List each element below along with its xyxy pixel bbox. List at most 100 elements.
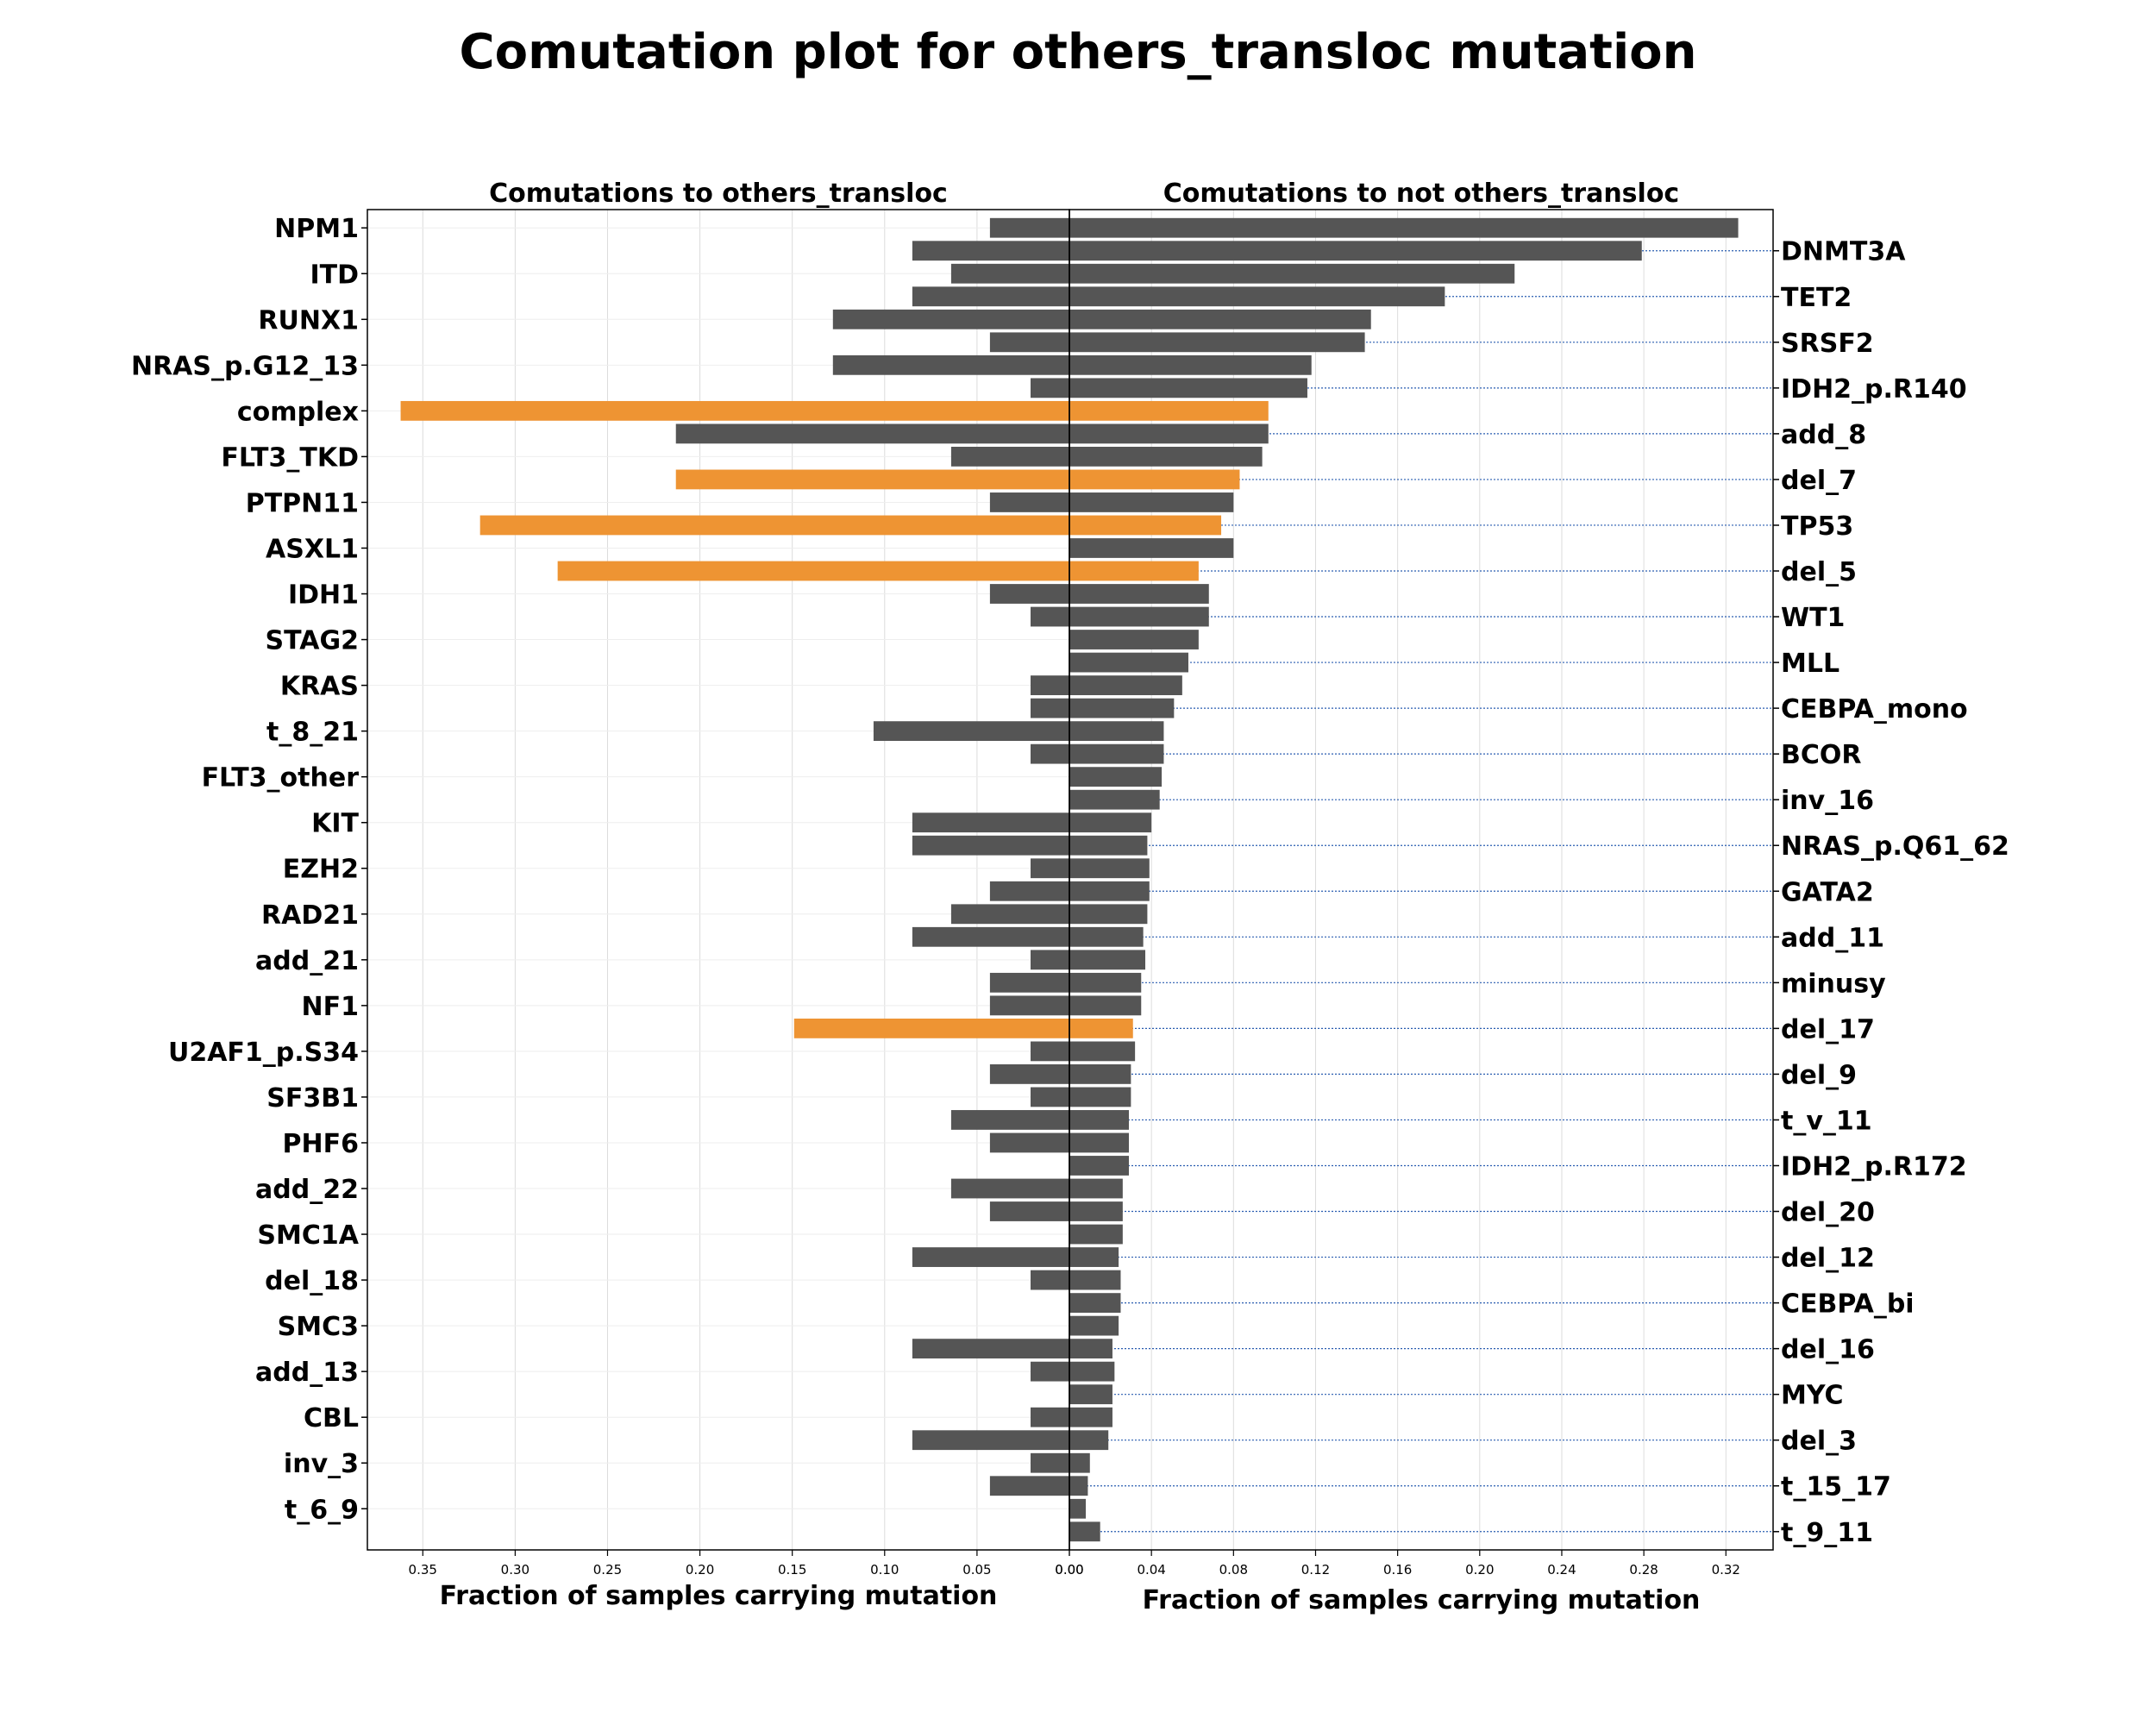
left-xtick-label: 0.05 (962, 1562, 991, 1578)
left-ytick-label: ITD (310, 260, 359, 290)
right-ytick-label: del_5 (1781, 557, 1857, 587)
left-ytick-label: del_18 (265, 1266, 359, 1296)
figure-title: Comutation plot for others_transloc muta… (459, 24, 1697, 80)
left-ytick-label: NRAS_p.G12_13 (131, 351, 359, 381)
right-ytick-label: del_12 (1781, 1244, 1875, 1274)
right-bar-del_7 (1069, 469, 1240, 490)
left-xlabel: Fraction of samples carrying mutation (440, 1581, 998, 1611)
right-bar-t_15_17 (1069, 1476, 1088, 1496)
right-ytick-label: del_3 (1781, 1427, 1857, 1457)
left-bar-del_9 (989, 1064, 1069, 1084)
left-bar-ITD (950, 263, 1069, 284)
right-bar-U2AF1_p.S34 (1069, 1041, 1136, 1062)
left-xtick-label: 0.20 (686, 1562, 714, 1578)
left-bar-KRAS (1031, 675, 1069, 695)
right-bar-MLL (1069, 652, 1188, 673)
right-bar-NRAS_p.G12_13 (1069, 354, 1312, 375)
left-bar-inv_3 (1031, 1452, 1069, 1473)
right-ytick-label: CEBPA_bi (1781, 1289, 1915, 1320)
left-bar-add_13 (1031, 1361, 1069, 1382)
right-bar-WT1 (1069, 606, 1209, 627)
right-bar-FLT3_other (1069, 767, 1163, 787)
left-bar-PHF6 (989, 1132, 1069, 1153)
right-ytick-label: IDH2_p.R140 (1781, 374, 1967, 405)
right-bar-KRAS (1069, 675, 1182, 695)
left-ytick-label: NF1 (302, 992, 359, 1022)
right-ytick-label: TET2 (1781, 283, 1852, 313)
right-bar-ITD (1069, 263, 1515, 284)
left-bar-GATA2 (989, 881, 1069, 901)
left-bar-add_22 (950, 1178, 1069, 1199)
right-panel-title: Comutations to not others_transloc (1163, 179, 1679, 209)
right-xtick-label: 0.28 (1629, 1562, 1658, 1578)
right-ytick-label: del_16 (1781, 1335, 1875, 1365)
right-bar-NPM1 (1069, 217, 1739, 238)
left-bar-add_8 (675, 423, 1069, 444)
right-ytick-label: del_17 (1781, 1014, 1875, 1044)
right-bar-TP53 (1069, 515, 1222, 536)
left-ytick-label: KRAS (280, 672, 359, 702)
left-ytick-label: IDH1 (288, 580, 359, 611)
left-ytick-label: t_6_9 (285, 1495, 359, 1525)
right-ytick-label: add_8 (1781, 420, 1866, 450)
left-bar-CBL (1031, 1407, 1069, 1427)
right-ytick-label: IDH2_p.R172 (1781, 1151, 1967, 1182)
right-ytick-label: t_15_17 (1781, 1472, 1891, 1502)
right-bar-EZH2 (1069, 858, 1150, 879)
right-ytick-label: del_9 (1781, 1060, 1857, 1090)
right-bar-minusy (1069, 972, 1142, 993)
left-ytick-label: inv_3 (284, 1449, 359, 1479)
right-bar-MYC (1069, 1384, 1112, 1405)
right-axes-frame (1069, 209, 1774, 1551)
right-bar-IDH2_p.R140 (1069, 378, 1307, 398)
right-xtick-label: 0.20 (1465, 1562, 1494, 1578)
left-bar-del_3 (912, 1430, 1069, 1451)
left-bar-RUNX1 (832, 309, 1069, 329)
right-ytick-label: minusy (1781, 969, 1886, 999)
right-bar-add_11 (1069, 926, 1144, 947)
right-bar-CEBPA_bi (1069, 1293, 1121, 1314)
right-bar-IDH1 (1069, 584, 1209, 604)
right-bar-del_17 (1069, 1018, 1133, 1038)
left-bar-del_12 (912, 1247, 1069, 1267)
right-bar-del_9 (1069, 1064, 1131, 1084)
right-bar-DNMT3A (1069, 241, 1642, 261)
left-ytick-label: SMC3 (278, 1312, 359, 1342)
right-bar-del_3 (1069, 1430, 1109, 1451)
right-xtick-label: 0.08 (1219, 1562, 1248, 1578)
left-ytick-label: RUNX1 (258, 305, 359, 336)
right-bar-inv_3 (1069, 1452, 1090, 1473)
left-ytick-label: complex (237, 397, 359, 427)
right-bar-del_5 (1069, 561, 1199, 581)
right-ytick-label: WT1 (1781, 603, 1845, 633)
right-bar-del_16 (1069, 1339, 1112, 1359)
left-bar-NF1 (989, 995, 1069, 1016)
right-bar-GATA2 (1069, 881, 1150, 901)
right-xtick-label: 0.04 (1137, 1562, 1165, 1578)
left-xtick-label: 0.35 (409, 1562, 437, 1578)
right-bar-t_9_11 (1069, 1521, 1100, 1542)
right-bar-NF1 (1069, 995, 1142, 1016)
right-bar-complex (1069, 400, 1269, 421)
right-bar-inv_16 (1069, 789, 1160, 810)
right-bar-TET2 (1069, 286, 1445, 307)
right-ytick-label: del_20 (1781, 1198, 1875, 1228)
left-bar-CEBPA_mono (1031, 698, 1069, 718)
left-bar-IDH2_p.R140 (1031, 378, 1069, 398)
right-bar-add_8 (1069, 423, 1269, 444)
left-bar-del_20 (989, 1201, 1069, 1221)
left-ytick-label: RAD21 (261, 900, 359, 931)
right-xtick-label: 0.00 (1055, 1562, 1083, 1578)
left-bar-t_15_17 (989, 1476, 1069, 1496)
right-ytick-label: GATA2 (1781, 877, 1874, 907)
right-ytick-label: DNMT3A (1781, 237, 1906, 267)
left-xtick-label: 0.00 (1055, 1562, 1083, 1578)
left-bar-t_v_11 (950, 1110, 1069, 1130)
left-ytick-label: SMC1A (257, 1220, 359, 1251)
left-ytick-label: t_8_21 (266, 718, 359, 748)
right-bar-RUNX1 (1069, 309, 1371, 329)
left-bar-RAD21 (950, 904, 1069, 925)
right-xlabel: Fraction of samples carrying mutation (1143, 1585, 1701, 1615)
right-bar-FLT3_TKD (1069, 446, 1263, 467)
